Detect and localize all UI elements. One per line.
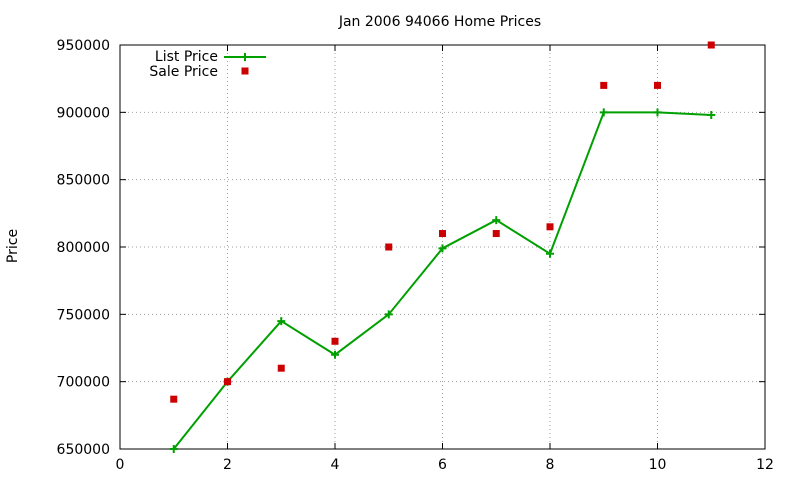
list-price-point (707, 111, 716, 120)
sale-price-point (385, 243, 393, 251)
x-tick-label: 8 (546, 457, 555, 473)
list-price-point (169, 445, 178, 453)
sale-price-point (224, 378, 231, 386)
sale-price-point (707, 41, 715, 49)
legend: List Price Sale Price (149, 49, 266, 80)
y-tick-label: 950000 (57, 38, 110, 54)
legend-marker-sale-price (241, 67, 249, 75)
list-price-point (599, 108, 608, 117)
x-tick-label: 0 (116, 457, 125, 473)
series-line-list-price (172, 111, 712, 450)
y-axis-label: Price (5, 229, 21, 263)
x-tick-label: 2 (223, 457, 232, 473)
sale-price-point (654, 81, 661, 89)
list-price-point (438, 244, 447, 253)
y-tick-label: 850000 (57, 173, 110, 189)
x-tick-label: 4 (331, 457, 340, 473)
legend-label-list-price: List Price (155, 49, 218, 65)
list-price-point (384, 310, 393, 319)
list-price-point (492, 216, 501, 225)
sale-price-point (600, 81, 608, 89)
legend-label-sale-price: Sale Price (149, 64, 218, 80)
y-tick-label: 700000 (57, 375, 110, 391)
sale-price-point (277, 364, 285, 372)
x-tick-label: 6 (438, 457, 447, 473)
y-tick-label: 650000 (57, 442, 110, 458)
series-layer (169, 41, 716, 453)
chart-title: Jan 2006 94066 Home Prices (338, 14, 541, 30)
list-price-point (277, 317, 286, 326)
y-tick-label: 800000 (57, 240, 110, 256)
legend-marker-list-price (241, 53, 249, 61)
sale-price-point (546, 223, 554, 231)
y-tick-label: 900000 (57, 105, 110, 121)
list-price-point (546, 249, 554, 258)
x-tick-label: 10 (649, 457, 667, 473)
list-price-point (331, 350, 339, 359)
sale-price-point (170, 395, 178, 403)
sale-price-point (439, 230, 446, 238)
x-tick-label: 12 (756, 457, 774, 473)
sale-price-point (492, 230, 500, 238)
sale-price-point (331, 337, 339, 345)
axis-ticks: 0 2 4 6 8 10 12 650000 700000 750000 800000 850000 9… (57, 38, 774, 473)
y-tick-label: 750000 (57, 307, 110, 323)
list-price-point (653, 108, 662, 117)
